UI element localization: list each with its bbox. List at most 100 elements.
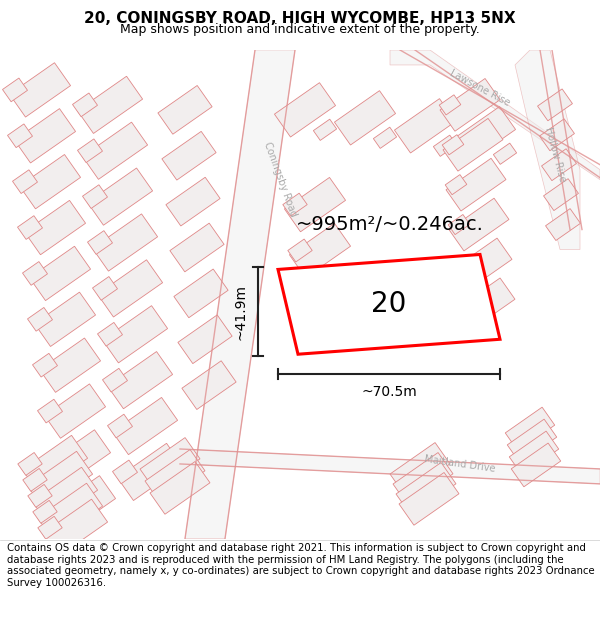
Text: 20, CONINGSBY ROAD, HIGH WYCOMBE, HP13 5NX: 20, CONINGSBY ROAD, HIGH WYCOMBE, HP13 5… xyxy=(84,11,516,26)
Polygon shape xyxy=(180,449,600,484)
Polygon shape xyxy=(28,308,52,331)
Polygon shape xyxy=(542,149,577,181)
Text: ~41.9m: ~41.9m xyxy=(233,284,247,340)
Polygon shape xyxy=(445,174,467,195)
Polygon shape xyxy=(32,468,98,524)
Polygon shape xyxy=(505,407,555,451)
Polygon shape xyxy=(55,476,116,530)
Polygon shape xyxy=(82,122,148,179)
Polygon shape xyxy=(92,276,118,300)
Polygon shape xyxy=(511,443,561,487)
Polygon shape xyxy=(28,484,52,508)
Polygon shape xyxy=(18,452,42,476)
Polygon shape xyxy=(166,177,220,226)
Polygon shape xyxy=(274,82,335,137)
Polygon shape xyxy=(29,246,91,301)
Polygon shape xyxy=(37,483,103,541)
Polygon shape xyxy=(112,398,178,454)
Text: ~70.5m: ~70.5m xyxy=(361,385,417,399)
Polygon shape xyxy=(150,461,210,514)
Polygon shape xyxy=(83,185,107,209)
Text: Hollow Rise: Hollow Rise xyxy=(543,126,567,183)
Text: 20: 20 xyxy=(371,291,407,318)
Polygon shape xyxy=(33,501,57,523)
Polygon shape xyxy=(23,262,47,285)
Polygon shape xyxy=(158,86,212,134)
Polygon shape xyxy=(538,89,572,121)
Polygon shape xyxy=(23,469,47,491)
Polygon shape xyxy=(539,119,574,151)
Polygon shape xyxy=(185,50,295,539)
Polygon shape xyxy=(170,223,224,272)
Polygon shape xyxy=(140,438,200,490)
Polygon shape xyxy=(178,315,232,364)
Polygon shape xyxy=(284,177,346,232)
Text: Maitland Drive: Maitland Drive xyxy=(424,454,496,474)
Polygon shape xyxy=(455,278,515,331)
Polygon shape xyxy=(88,168,152,225)
Text: Contains OS data © Crown copyright and database right 2021. This information is : Contains OS data © Crown copyright and d… xyxy=(7,543,595,588)
Polygon shape xyxy=(162,131,216,180)
Polygon shape xyxy=(25,201,86,255)
Polygon shape xyxy=(289,223,350,278)
Polygon shape xyxy=(509,431,559,475)
Polygon shape xyxy=(19,154,80,209)
Polygon shape xyxy=(443,118,503,171)
Polygon shape xyxy=(2,78,28,102)
Polygon shape xyxy=(13,170,37,194)
Text: Lawsone Rise: Lawsone Rise xyxy=(448,68,512,108)
Polygon shape xyxy=(449,198,509,251)
Polygon shape xyxy=(515,50,580,249)
Polygon shape xyxy=(14,109,76,163)
Polygon shape xyxy=(452,238,512,291)
Polygon shape xyxy=(390,50,600,179)
Polygon shape xyxy=(145,449,205,503)
Polygon shape xyxy=(77,139,103,162)
Polygon shape xyxy=(293,285,317,308)
Polygon shape xyxy=(34,292,95,346)
Polygon shape xyxy=(107,351,173,409)
Polygon shape xyxy=(393,452,453,505)
Polygon shape xyxy=(283,193,307,216)
Polygon shape xyxy=(288,239,312,262)
Polygon shape xyxy=(442,135,464,155)
Polygon shape xyxy=(373,127,397,148)
Polygon shape xyxy=(544,179,578,211)
Polygon shape xyxy=(49,430,110,484)
Polygon shape xyxy=(174,269,228,318)
Polygon shape xyxy=(313,119,337,141)
Polygon shape xyxy=(28,451,92,509)
Polygon shape xyxy=(103,306,167,363)
Text: ~995m²/~0.246ac.: ~995m²/~0.246ac. xyxy=(296,215,484,234)
Polygon shape xyxy=(10,62,71,117)
Polygon shape xyxy=(77,76,143,134)
Polygon shape xyxy=(17,216,43,239)
Polygon shape xyxy=(43,499,107,556)
Polygon shape xyxy=(399,472,459,525)
Polygon shape xyxy=(107,414,133,438)
Polygon shape xyxy=(433,135,457,156)
Polygon shape xyxy=(43,445,67,469)
Polygon shape xyxy=(103,368,127,392)
Polygon shape xyxy=(40,338,101,392)
Polygon shape xyxy=(38,399,62,423)
Polygon shape xyxy=(22,436,88,492)
Polygon shape xyxy=(38,516,62,539)
Text: Coningsby Road: Coningsby Road xyxy=(262,141,298,218)
Polygon shape xyxy=(118,443,182,501)
Polygon shape xyxy=(32,353,58,377)
Polygon shape xyxy=(88,231,112,254)
Polygon shape xyxy=(454,294,476,314)
Text: Map shows position and indicative extent of the property.: Map shows position and indicative extent… xyxy=(120,23,480,36)
Polygon shape xyxy=(92,214,158,271)
Polygon shape xyxy=(507,419,557,463)
Polygon shape xyxy=(98,322,122,346)
Polygon shape xyxy=(440,79,500,131)
Polygon shape xyxy=(113,460,137,484)
Polygon shape xyxy=(448,214,470,234)
Polygon shape xyxy=(182,361,236,409)
Polygon shape xyxy=(446,158,506,211)
Polygon shape xyxy=(73,93,97,117)
Polygon shape xyxy=(334,91,395,145)
Polygon shape xyxy=(439,95,461,115)
